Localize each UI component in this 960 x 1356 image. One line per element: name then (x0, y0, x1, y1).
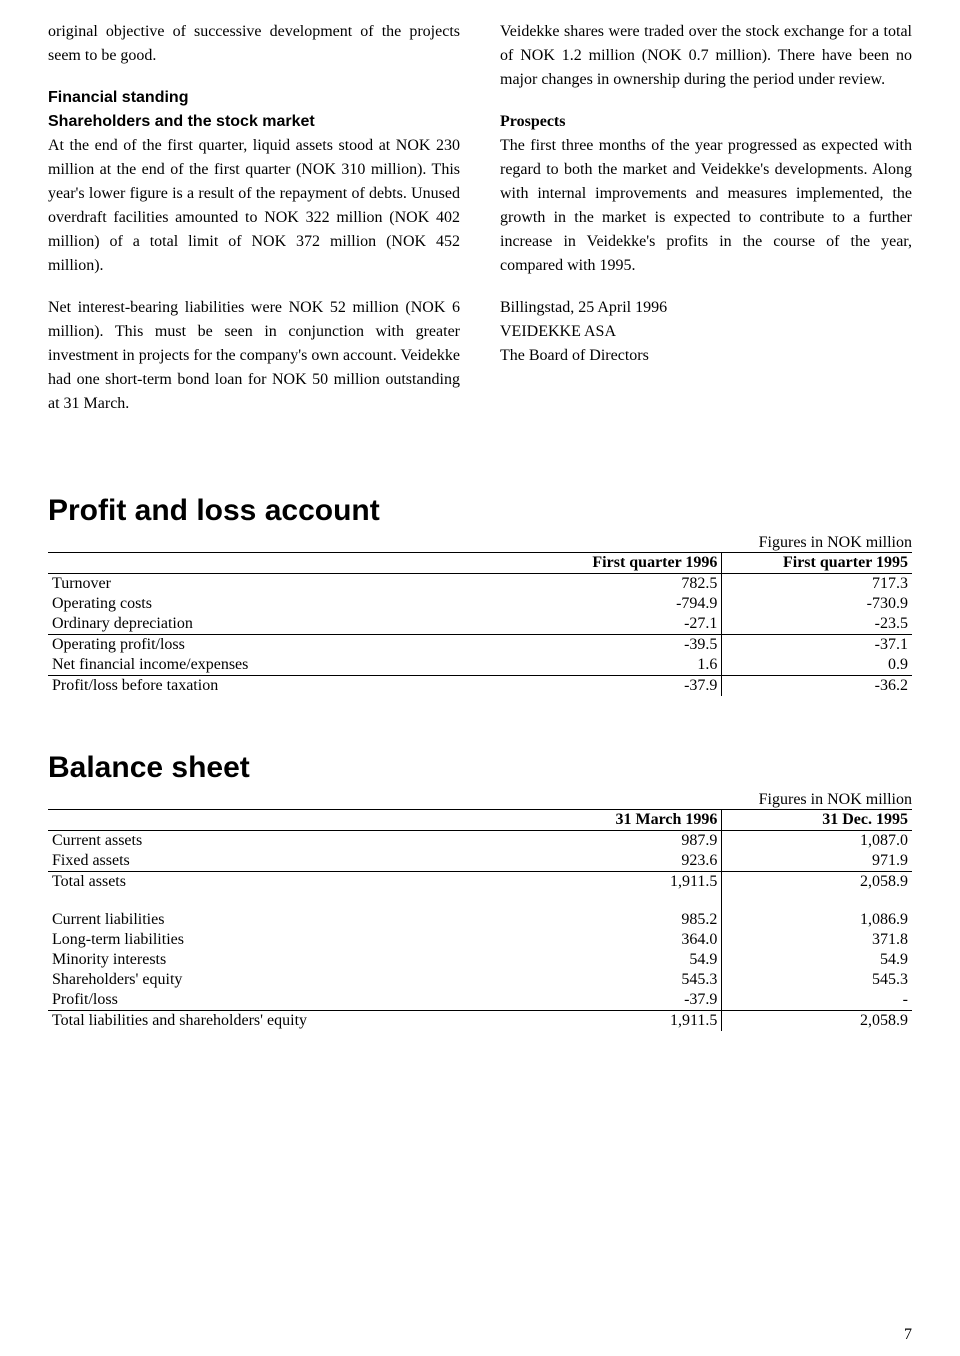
page-number: 7 (904, 1326, 912, 1344)
table-row: Turnover782.5717.3 (48, 574, 912, 595)
row-label: Profit/loss before taxation (48, 676, 532, 697)
table-header: 31 March 1996 (532, 810, 722, 831)
row-value: 1,086.9 (722, 910, 912, 930)
row-value: 364.0 (532, 930, 722, 950)
signature-line: VEIDEKKE ASA (500, 323, 616, 340)
table-header: 31 Dec. 1995 (722, 810, 912, 831)
paragraph-block: Prospects The first three months of the … (500, 110, 912, 278)
table-row: Profit/loss-37.9- (48, 990, 912, 1011)
row-value: - (722, 990, 912, 1011)
table-units: Figures in NOK million (48, 791, 912, 809)
row-label: Net financial income/expenses (48, 655, 532, 676)
row-value: -730.9 (722, 594, 912, 614)
profit-loss-section: Profit and loss account Figures in NOK m… (48, 494, 912, 696)
signature-line: Billingstad, 25 April 1996 (500, 299, 667, 316)
row-label: Profit/loss (48, 990, 532, 1011)
two-column-text: original objective of successive develop… (48, 20, 912, 434)
row-value: 2,058.9 (722, 872, 912, 893)
row-value: 54.9 (722, 950, 912, 970)
table-header (48, 810, 532, 831)
table-header (48, 553, 532, 574)
row-value: 987.9 (532, 831, 722, 852)
balance-sheet-table: 31 March 1996 31 Dec. 1995 Current asset… (48, 809, 912, 1031)
signature-line: The Board of Directors (500, 347, 649, 364)
table-units: Figures in NOK million (48, 534, 912, 552)
table-row: Long-term liabilities364.0371.8 (48, 930, 912, 950)
paragraph: Net interest-bearing liabilities were NO… (48, 296, 460, 416)
row-label: Shareholders' equity (48, 970, 532, 990)
table-title: Profit and loss account (48, 494, 912, 528)
row-value: 1,087.0 (722, 831, 912, 852)
paragraph: Veidekke shares were traded over the sto… (500, 20, 912, 92)
balance-sheet-section: Balance sheet Figures in NOK million 31 … (48, 751, 912, 1031)
table-row: Shareholders' equity545.3545.3 (48, 970, 912, 990)
row-value: 1,911.5 (532, 872, 722, 893)
section-heading: Financial standing (48, 89, 188, 106)
paragraph: original objective of successive develop… (48, 20, 460, 68)
signature-block: Billingstad, 25 April 1996 VEIDEKKE ASA … (500, 296, 912, 368)
table-row: Total assets1,911.52,058.9 (48, 872, 912, 893)
row-label: Operating costs (48, 594, 532, 614)
row-value: 1,911.5 (532, 1011, 722, 1032)
row-label: Long-term liabilities (48, 930, 532, 950)
row-value: 545.3 (532, 970, 722, 990)
table-row: Operating profit/loss-39.5-37.1 (48, 635, 912, 656)
right-column: Veidekke shares were traded over the sto… (500, 20, 912, 434)
row-label: Operating profit/loss (48, 635, 532, 656)
table-row: Fixed assets923.6971.9 (48, 851, 912, 872)
table-row: Net financial income/expenses1.60.9 (48, 655, 912, 676)
row-label: Fixed assets (48, 851, 532, 872)
table-row: Ordinary depreciation-27.1-23.5 (48, 614, 912, 635)
table-title: Balance sheet (48, 751, 912, 785)
table-header: First quarter 1996 (532, 553, 722, 574)
row-value: 54.9 (532, 950, 722, 970)
row-value: -23.5 (722, 614, 912, 635)
table-row: Total liabilities and shareholders' equi… (48, 1011, 912, 1032)
row-label: Total liabilities and shareholders' equi… (48, 1011, 532, 1032)
row-label: Turnover (48, 574, 532, 595)
row-value: -794.9 (532, 594, 722, 614)
page: original objective of successive develop… (0, 0, 960, 1356)
table-header-row: 31 March 1996 31 Dec. 1995 (48, 810, 912, 831)
row-value: 971.9 (722, 851, 912, 872)
paragraph-text: At the end of the first quarter, liquid … (48, 137, 460, 274)
table-row: Operating costs-794.9-730.9 (48, 594, 912, 614)
row-label: Current liabilities (48, 910, 532, 930)
row-value: 717.3 (722, 574, 912, 595)
row-label: Minority interests (48, 950, 532, 970)
row-value: -27.1 (532, 614, 722, 635)
row-value: -36.2 (722, 676, 912, 697)
table-row: Current assets987.91,087.0 (48, 831, 912, 852)
paragraph-block: Financial standing Shareholders and the … (48, 86, 460, 278)
row-value: 2,058.9 (722, 1011, 912, 1032)
row-value: -39.5 (532, 635, 722, 656)
table-header: First quarter 1995 (722, 553, 912, 574)
table-header-row: First quarter 1996 First quarter 1995 (48, 553, 912, 574)
row-value: 985.2 (532, 910, 722, 930)
paragraph-text: The first three months of the year progr… (500, 137, 912, 274)
table-row: Minority interests54.954.9 (48, 950, 912, 970)
left-column: original objective of successive develop… (48, 20, 460, 434)
row-value: -37.9 (532, 990, 722, 1011)
row-value: 545.3 (722, 970, 912, 990)
section-subheading: Shareholders and the stock market (48, 113, 315, 130)
row-value: -37.1 (722, 635, 912, 656)
table-row: Profit/loss before taxation-37.9-36.2 (48, 676, 912, 697)
row-value: 923.6 (532, 851, 722, 872)
table-spacer-row (48, 892, 912, 910)
row-value: 782.5 (532, 574, 722, 595)
row-value: 371.8 (722, 930, 912, 950)
row-label: Current assets (48, 831, 532, 852)
row-label: Ordinary depreciation (48, 614, 532, 635)
row-value: 0.9 (722, 655, 912, 676)
table-row: Current liabilities985.21,086.9 (48, 910, 912, 930)
row-value: -37.9 (532, 676, 722, 697)
profit-loss-table: First quarter 1996 First quarter 1995 Tu… (48, 552, 912, 696)
section-heading: Prospects (500, 113, 565, 130)
row-value: 1.6 (532, 655, 722, 676)
row-label: Total assets (48, 872, 532, 893)
